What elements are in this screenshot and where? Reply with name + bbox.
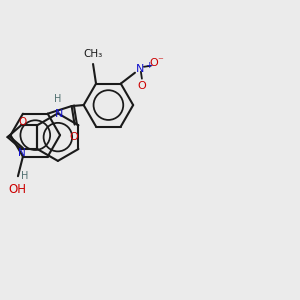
Text: ⁻: ⁻	[157, 56, 163, 66]
Text: O: O	[69, 131, 78, 142]
Text: O: O	[137, 81, 146, 91]
Text: N: N	[55, 109, 63, 119]
Text: N: N	[18, 148, 26, 158]
Text: H: H	[54, 94, 62, 104]
Text: OH: OH	[8, 183, 26, 196]
Text: N: N	[136, 64, 144, 74]
Text: +: +	[145, 61, 152, 70]
Text: O: O	[19, 117, 27, 127]
Text: CH₃: CH₃	[83, 49, 103, 59]
Text: H: H	[21, 171, 28, 181]
Text: O: O	[149, 58, 158, 68]
